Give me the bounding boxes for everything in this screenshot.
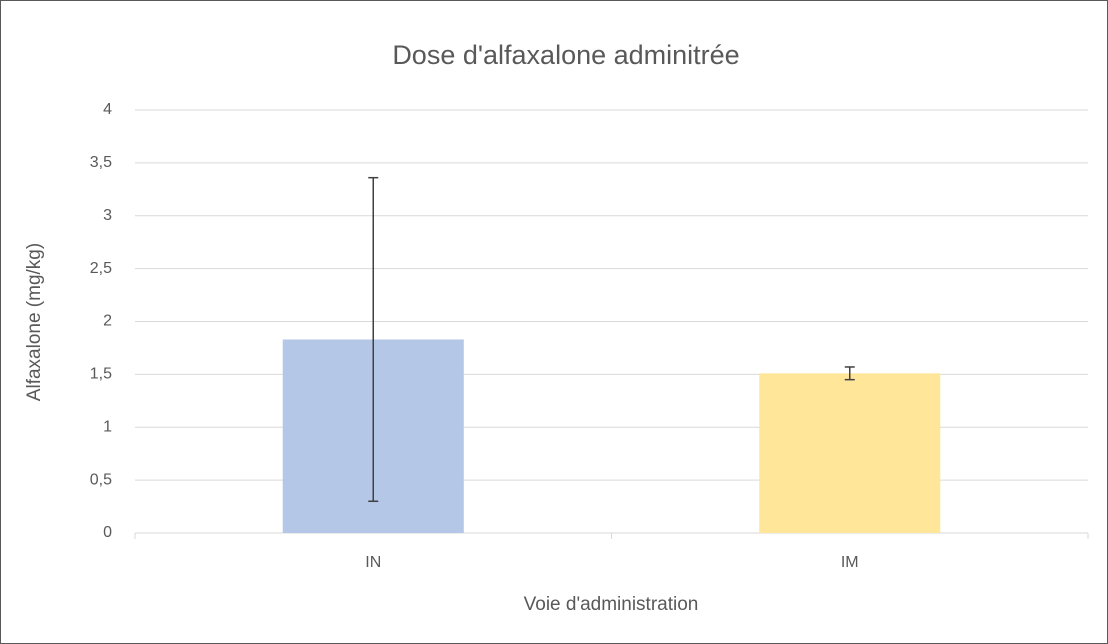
bar	[759, 373, 941, 533]
y-tick-label: 4	[103, 101, 112, 118]
chart-title: Dose d'alfaxalone adminitrée	[392, 40, 739, 70]
y-tick-label: 0	[103, 524, 112, 541]
y-tick-label: 1,5	[90, 366, 112, 383]
y-tick-label: 2	[103, 313, 112, 330]
error-bar	[368, 176, 379, 503]
y-tick-label: 2,5	[90, 260, 112, 277]
x-axis-label: Voie d'administration	[524, 594, 699, 615]
x-tick-label: IN	[365, 554, 381, 571]
y-tick-label: 3	[103, 207, 112, 224]
error-bar	[844, 366, 855, 381]
y-axis-label: Alfaxalone (mg/kg)	[24, 243, 45, 401]
y-tick-label: 3,5	[90, 154, 112, 171]
y-tick-label: 1	[103, 418, 112, 435]
y-tick-label: 0,5	[90, 471, 112, 488]
x-tick-label: IM	[841, 554, 859, 571]
